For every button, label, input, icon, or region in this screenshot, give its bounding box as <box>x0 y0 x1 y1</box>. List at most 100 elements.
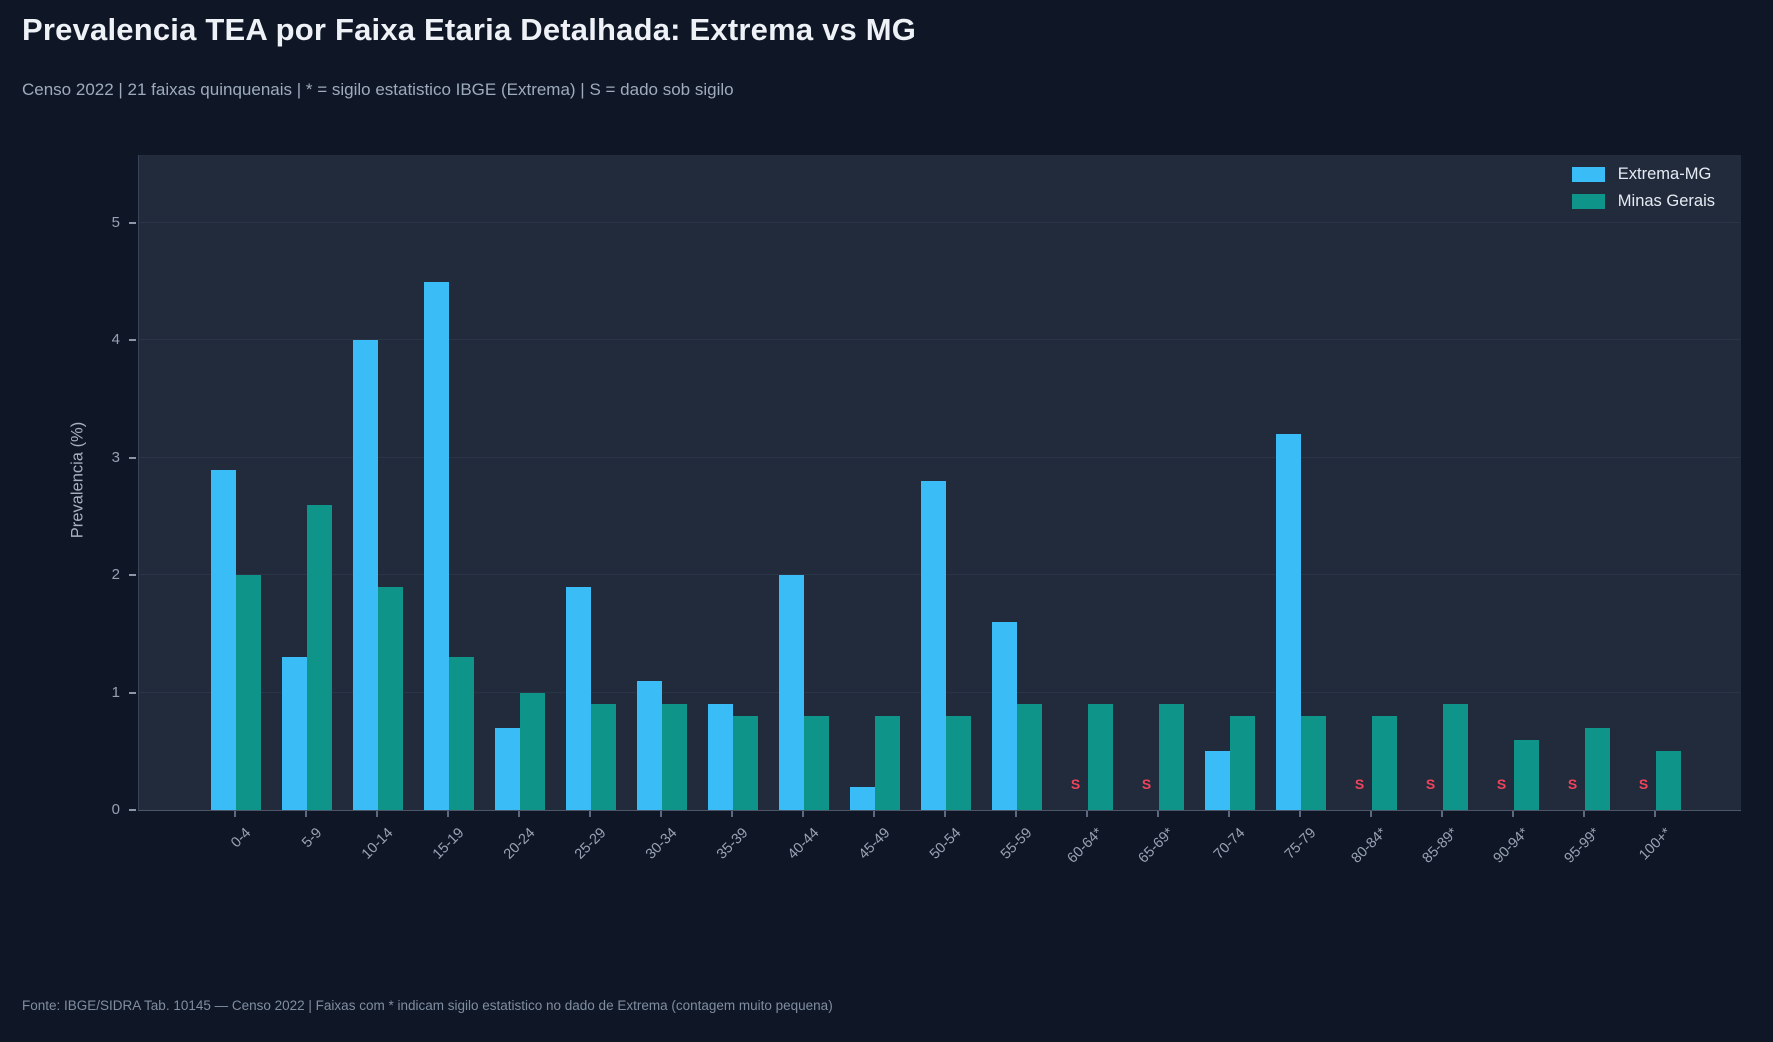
sigilo-marker: S <box>1560 776 1585 810</box>
gridline <box>139 339 1741 341</box>
source-note: Fonte: IBGE/SIDRA Tab. 10145 — Censo 202… <box>22 998 833 1013</box>
sigilo-marker: S <box>1347 776 1372 810</box>
x-tick-mark <box>376 811 378 817</box>
legend-swatch <box>1571 194 1605 209</box>
bar-group: S <box>1489 739 1539 810</box>
x-axis-cell: 20-24 <box>494 811 544 891</box>
x-tick-mark <box>447 811 449 817</box>
x-tick-mark <box>1370 811 1372 817</box>
sigilo-label: S <box>1354 776 1365 792</box>
y-tick-label: 3 <box>111 448 120 466</box>
x-tick-label: 90-94* <box>1490 825 1533 867</box>
bar-minas-gerais <box>1443 704 1468 810</box>
x-tick-label: 65-69* <box>1135 825 1178 867</box>
bar-group: S <box>1418 704 1468 810</box>
bar-group <box>921 481 971 810</box>
x-tick-label: 15-19 <box>429 825 468 863</box>
y-tick-label: 1 <box>111 683 120 701</box>
bar-minas-gerais <box>1017 704 1042 810</box>
bar-minas-gerais <box>1230 716 1255 810</box>
bar-extrema <box>850 786 875 810</box>
page-subtitle: Censo 2022 | 21 faixas quinquenais | * =… <box>22 80 734 99</box>
x-axis-cell: 75-79 <box>1275 811 1325 891</box>
bar-minas-gerais <box>520 692 545 810</box>
bar-minas-gerais <box>307 504 332 810</box>
bar-group <box>992 622 1042 810</box>
x-tick-label: 100+* <box>1635 825 1675 864</box>
bar-minas-gerais <box>733 716 758 810</box>
bar-group <box>211 469 261 810</box>
x-tick-label: 55-59 <box>997 825 1036 863</box>
bar-minas-gerais <box>378 586 403 810</box>
x-axis-cell: 70-74 <box>1204 811 1254 891</box>
bar-group <box>1205 716 1255 810</box>
bar-extrema <box>211 469 236 810</box>
x-axis-cell: 40-44 <box>778 811 828 891</box>
x-tick-label: 30-34 <box>642 825 681 863</box>
y-tick-mark <box>129 456 136 459</box>
bar-extrema <box>424 281 449 810</box>
bar-group <box>566 586 616 810</box>
y-tick-mark <box>129 809 136 811</box>
bar-group <box>1276 434 1326 810</box>
y-tick-label: 2 <box>111 566 120 584</box>
x-axis-cell: 90-94* <box>1488 811 1538 891</box>
y-axis: 0 1 2 3 4 5 <box>0 155 138 818</box>
x-axis-cell: 35-39 <box>707 811 757 891</box>
y-tick-mark <box>129 574 136 577</box>
bar-minas-gerais <box>1301 716 1326 810</box>
gridline <box>139 222 1741 224</box>
x-tick-mark <box>1512 811 1514 817</box>
x-tick-label: 35-39 <box>713 825 752 863</box>
x-tick-mark <box>1299 811 1301 817</box>
x-axis: 0-4 5-9 10-14 15-19 20-24 25-29 30-34 35-39 40-4… <box>138 811 1740 891</box>
bar-group <box>495 692 545 810</box>
bar-extrema <box>282 657 307 810</box>
x-tick-mark <box>1086 811 1088 817</box>
x-tick-mark <box>1228 811 1230 817</box>
x-tick-label: 25-29 <box>571 825 610 863</box>
bar-extrema <box>921 481 946 810</box>
plot-area: S S S S S S S Extrema-MG Minas Gerais <box>138 155 1741 811</box>
sigilo-label: S <box>1425 776 1436 792</box>
bar-extrema <box>566 586 591 810</box>
x-tick-mark <box>589 811 591 817</box>
y-tick-mark <box>129 691 136 694</box>
x-tick-label: 20-24 <box>500 825 539 863</box>
bar-extrema <box>779 575 804 810</box>
x-tick-mark <box>305 811 307 817</box>
x-axis-cell: 85-89* <box>1417 811 1467 891</box>
x-axis-cell: 10-14 <box>352 811 402 891</box>
bar-minas-gerais <box>591 704 616 810</box>
bar-extrema <box>495 727 520 810</box>
bar-group: S <box>1560 727 1610 810</box>
bar-minas-gerais <box>1514 739 1539 810</box>
x-tick-mark <box>1583 811 1585 817</box>
bar-group: S <box>1347 716 1397 810</box>
x-axis-cell: 25-29 <box>565 811 615 891</box>
bar-group <box>282 504 332 810</box>
x-axis-cell: 15-19 <box>423 811 473 891</box>
sigilo-label: S <box>1070 776 1081 792</box>
x-tick-mark <box>873 811 875 817</box>
bar-extrema <box>992 622 1017 810</box>
y-tick-mark <box>129 339 136 342</box>
bar-group <box>424 281 474 810</box>
bar-minas-gerais <box>1088 704 1113 810</box>
legend-row: Extrema-MG <box>1571 165 1715 184</box>
bar-extrema <box>637 680 662 810</box>
bar-minas-gerais <box>1585 727 1610 810</box>
page-title: Prevalencia TEA por Faixa Etaria Detalha… <box>22 12 917 47</box>
x-tick-label: 40-44 <box>784 825 823 863</box>
bar-minas-gerais <box>449 657 474 810</box>
sigilo-label: S <box>1141 776 1152 792</box>
legend-swatch <box>1571 167 1605 182</box>
bar-group: S <box>1134 704 1184 810</box>
bar-group <box>637 680 687 810</box>
x-tick-mark <box>518 811 520 817</box>
x-tick-mark <box>1157 811 1159 817</box>
sigilo-marker: S <box>1489 776 1514 810</box>
x-tick-label: 85-89* <box>1419 825 1462 867</box>
x-tick-mark <box>944 811 946 817</box>
